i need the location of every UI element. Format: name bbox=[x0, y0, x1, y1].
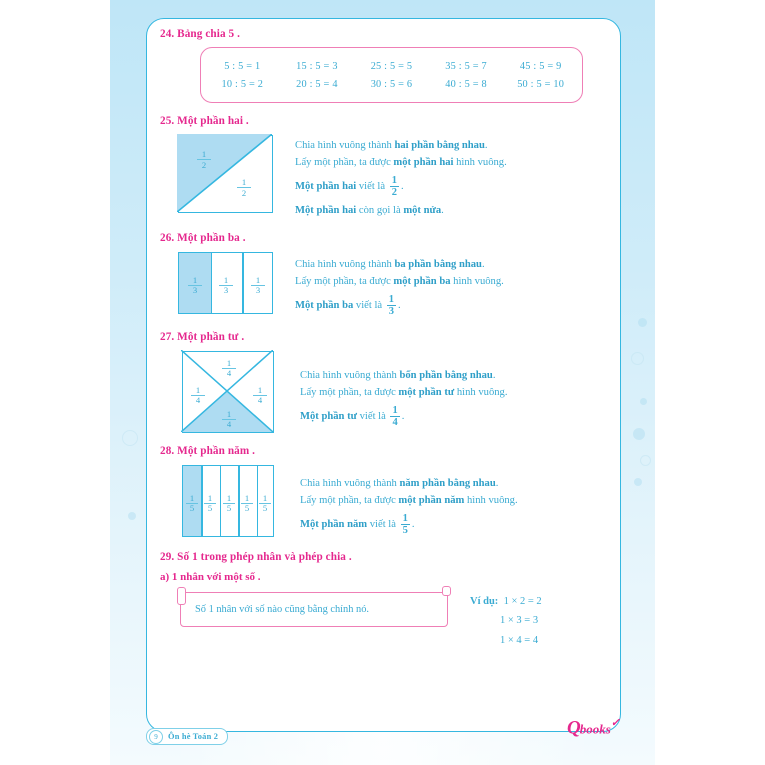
clip-right-icon bbox=[442, 585, 451, 596]
text-line: Chia hình vuông thành hai phần bằng nhau… bbox=[295, 140, 488, 151]
example-line: 1 × 3 = 3 bbox=[500, 615, 539, 627]
page-tag: 9 Ôn hè Toán 2 bbox=[146, 728, 229, 745]
example-line: 1 × 4 = 4 bbox=[500, 634, 539, 646]
text-line: Chia hình vuông thành ba phần bằng nhau. bbox=[295, 258, 485, 270]
table-row: 10 : 5 = 2 20 : 5 = 4 30 : 5 = 6 40 : 5 … bbox=[205, 75, 578, 93]
diagonal-shading bbox=[177, 134, 273, 213]
section-25-text: Chia hình vuông thành hai phần bằng nhau… bbox=[295, 135, 610, 220]
clip-left-icon bbox=[177, 586, 186, 605]
page-content: 24. Bảng chia 5 . 5 : 5 = 1 15 : 5 = 3 2… bbox=[160, 28, 610, 703]
fraction-label: 1 2 bbox=[197, 150, 211, 169]
table-cell: 45 : 5 = 9 bbox=[519, 60, 562, 72]
text-line: Lấy một phần, ta được một phần hai hình … bbox=[295, 157, 507, 169]
text-line: Lấy một phần, ta được một phần tư hình v… bbox=[300, 387, 508, 398]
fraction-label: 1 2 bbox=[237, 178, 251, 197]
section-25: 25. Một phần hai . 1 2 1 bbox=[160, 115, 610, 220]
division-table-5: 5 : 5 = 1 15 : 5 = 3 25 : 5 = 5 35 : 5 =… bbox=[200, 47, 583, 103]
rule-box: Số 1 nhân với số nào cũng bằng chính nó. bbox=[177, 585, 451, 627]
section-28-text: Chia hình vuông thành năm phần bằng nhau… bbox=[300, 465, 610, 536]
section-25-heading: 25. Một phần hai . bbox=[160, 115, 249, 127]
logo-books: books bbox=[579, 721, 611, 737]
text-line: Chia hình vuông thành bốn phần bằng nhau… bbox=[300, 369, 496, 381]
section-28-heading: 28. Một phần năm . bbox=[160, 444, 256, 457]
text-line: Một phần hai còn gọi là một nửa. bbox=[295, 205, 444, 217]
text-line: Chia hình vuông thành năm phần bằng nhau… bbox=[300, 477, 499, 489]
figure-half: 1 2 1 2 bbox=[177, 134, 273, 213]
section-29-subheading: a) 1 nhân với một số . bbox=[160, 570, 261, 583]
table-cell: 50 : 5 = 10 bbox=[517, 78, 565, 90]
logo-q: Q bbox=[566, 717, 581, 739]
page-number: 9 bbox=[149, 729, 163, 744]
table-cell: 10 : 5 = 2 bbox=[221, 78, 264, 90]
table-cell: 40 : 5 = 8 bbox=[445, 78, 487, 90]
rule-text: Số 1 nhân với số nào cũng bằng chính nó. bbox=[195, 603, 370, 615]
section-24: 24. Bảng chia 5 . 5 : 5 = 1 15 : 5 = 3 2… bbox=[160, 28, 610, 103]
footer-label: Ôn hè Toán 2 bbox=[168, 732, 219, 741]
table-cell: 15 : 5 = 3 bbox=[296, 60, 338, 72]
table-cell: 25 : 5 = 5 bbox=[370, 60, 413, 72]
section-24-heading: 24. Bảng chia 5 . bbox=[160, 28, 241, 40]
section-26-heading: 26. Một phần ba . bbox=[160, 231, 246, 244]
table-row: 5 : 5 = 1 15 : 5 = 3 25 : 5 = 5 35 : 5 =… bbox=[205, 57, 578, 75]
table-cell: 5 : 5 = 1 bbox=[224, 60, 261, 72]
logo-tick-icon: ✓ bbox=[610, 717, 620, 729]
page-footer: 9 Ôn hè Toán 2 Qbooks✓ bbox=[146, 717, 620, 750]
decorative-bubbles bbox=[110, 0, 655, 765]
qbooks-logo: Qbooks✓ bbox=[566, 716, 620, 739]
section-26-text: Chia hình vuông thành ba phần bằng nhau.… bbox=[295, 252, 610, 317]
section-29-heading: 29. Số 1 trong phép nhân và phép chia . bbox=[160, 550, 352, 563]
examples-block: Ví dụ: 1 × 2 = 2 1 × 3 = 3 1 × 4 = 4 bbox=[470, 592, 610, 650]
text-line: Lấy một phần, ta được một phần năm hình … bbox=[300, 495, 518, 506]
table-cell: 20 : 5 = 4 bbox=[296, 78, 338, 90]
section-27-text: Chia hình vuông thành bốn phần bằng nhau… bbox=[300, 351, 610, 428]
text-line: Lấy một phần, ta được một phần ba hình v… bbox=[295, 275, 504, 287]
table-cell: 35 : 5 = 7 bbox=[445, 60, 487, 72]
cross-shading bbox=[181, 350, 274, 433]
example-line: Ví dụ: 1 × 2 = 2 bbox=[470, 595, 542, 607]
section-27-heading: 27. Một phần tư . bbox=[160, 330, 245, 343]
section-29: 29. Số 1 trong phép nhân và phép chia . … bbox=[160, 551, 610, 650]
table-cell: 30 : 5 = 6 bbox=[370, 78, 413, 90]
